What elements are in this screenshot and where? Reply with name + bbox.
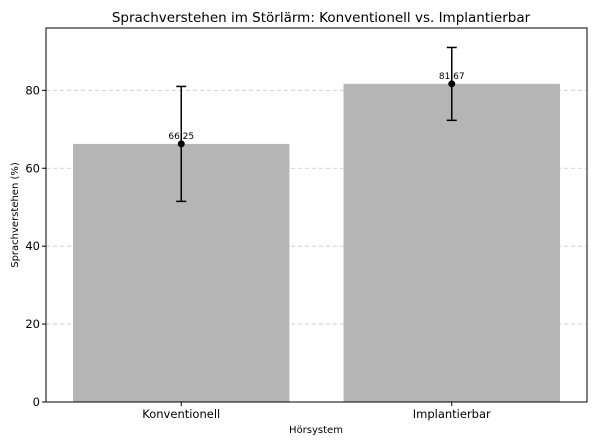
error-bars [176,46,457,203]
plot-frame [45,27,588,403]
data-labels: 66.25 81.67 [168,72,464,142]
mean-point [177,140,185,148]
mean-point [448,80,456,88]
y-tick-label: 80 [25,83,40,97]
y-tick-label: 60 [25,161,40,175]
x-tick-label: Konventionell [142,407,220,421]
y-tick-label: 0 [33,395,40,409]
x-tick-label: Implantierbar [413,407,491,421]
bar [343,83,560,402]
y-tick-label: 40 [25,239,40,253]
data-label: 66.25 [168,132,194,142]
y-tick-label: 20 [25,317,40,331]
x-axis-ticks: Konventionell Implantierbar [142,402,491,421]
y-axis-ticks: 0 20 40 60 80 [25,83,46,409]
chart-title: Sprachverstehen im Störlärm: Konventione… [112,10,531,26]
bars [73,83,560,402]
x-axis-label: Hörsystem [289,425,343,436]
y-axis-label: Sprachverstehen (%) [10,162,21,268]
data-label: 81.67 [439,72,465,82]
